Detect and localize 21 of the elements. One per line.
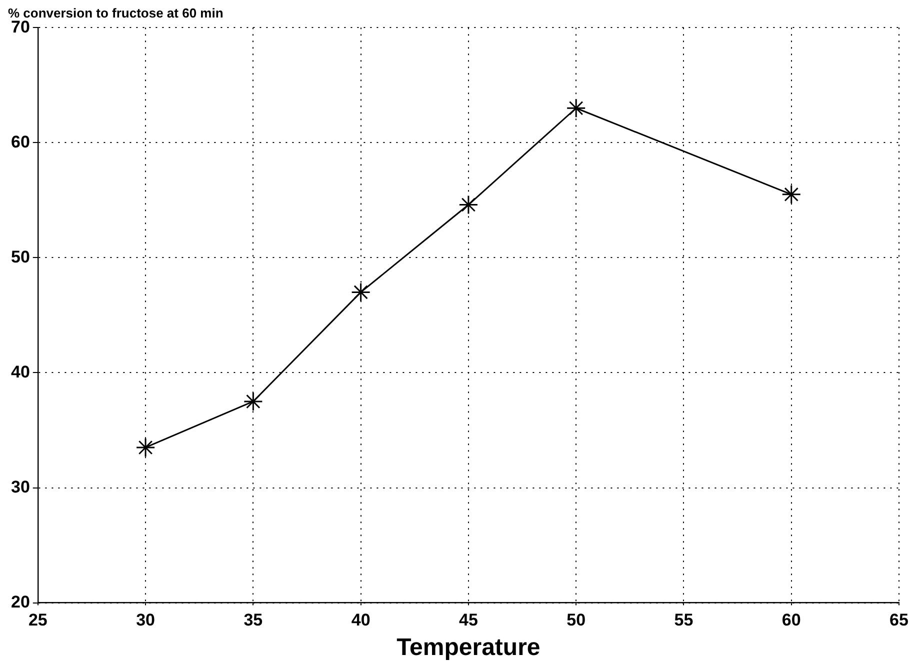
x-axis-title: Temperature [396,634,540,662]
point [566,98,586,118]
point [458,195,478,215]
y-tick-label: 50 [10,247,30,266]
x-tick-label: 55 [674,610,694,630]
y-tick-label: 30 [10,477,30,496]
point [243,392,263,412]
y-tick-label: 20 [10,592,30,612]
x-tick-label: 65 [890,610,908,630]
x-tick-label: 60 [782,610,801,630]
x-tick-label: 45 [458,610,478,630]
x-tick-label: 50 [566,610,586,630]
x-tick-label: 40 [351,610,370,630]
x-tick-label: 30 [136,610,156,630]
y-tick-label: 40 [10,362,30,382]
x-tick-label: 35 [244,610,263,630]
x-tick-label: 25 [28,610,48,630]
point [782,184,802,204]
y-tick-label: 60 [10,132,30,152]
point [136,438,156,458]
point [351,282,371,302]
